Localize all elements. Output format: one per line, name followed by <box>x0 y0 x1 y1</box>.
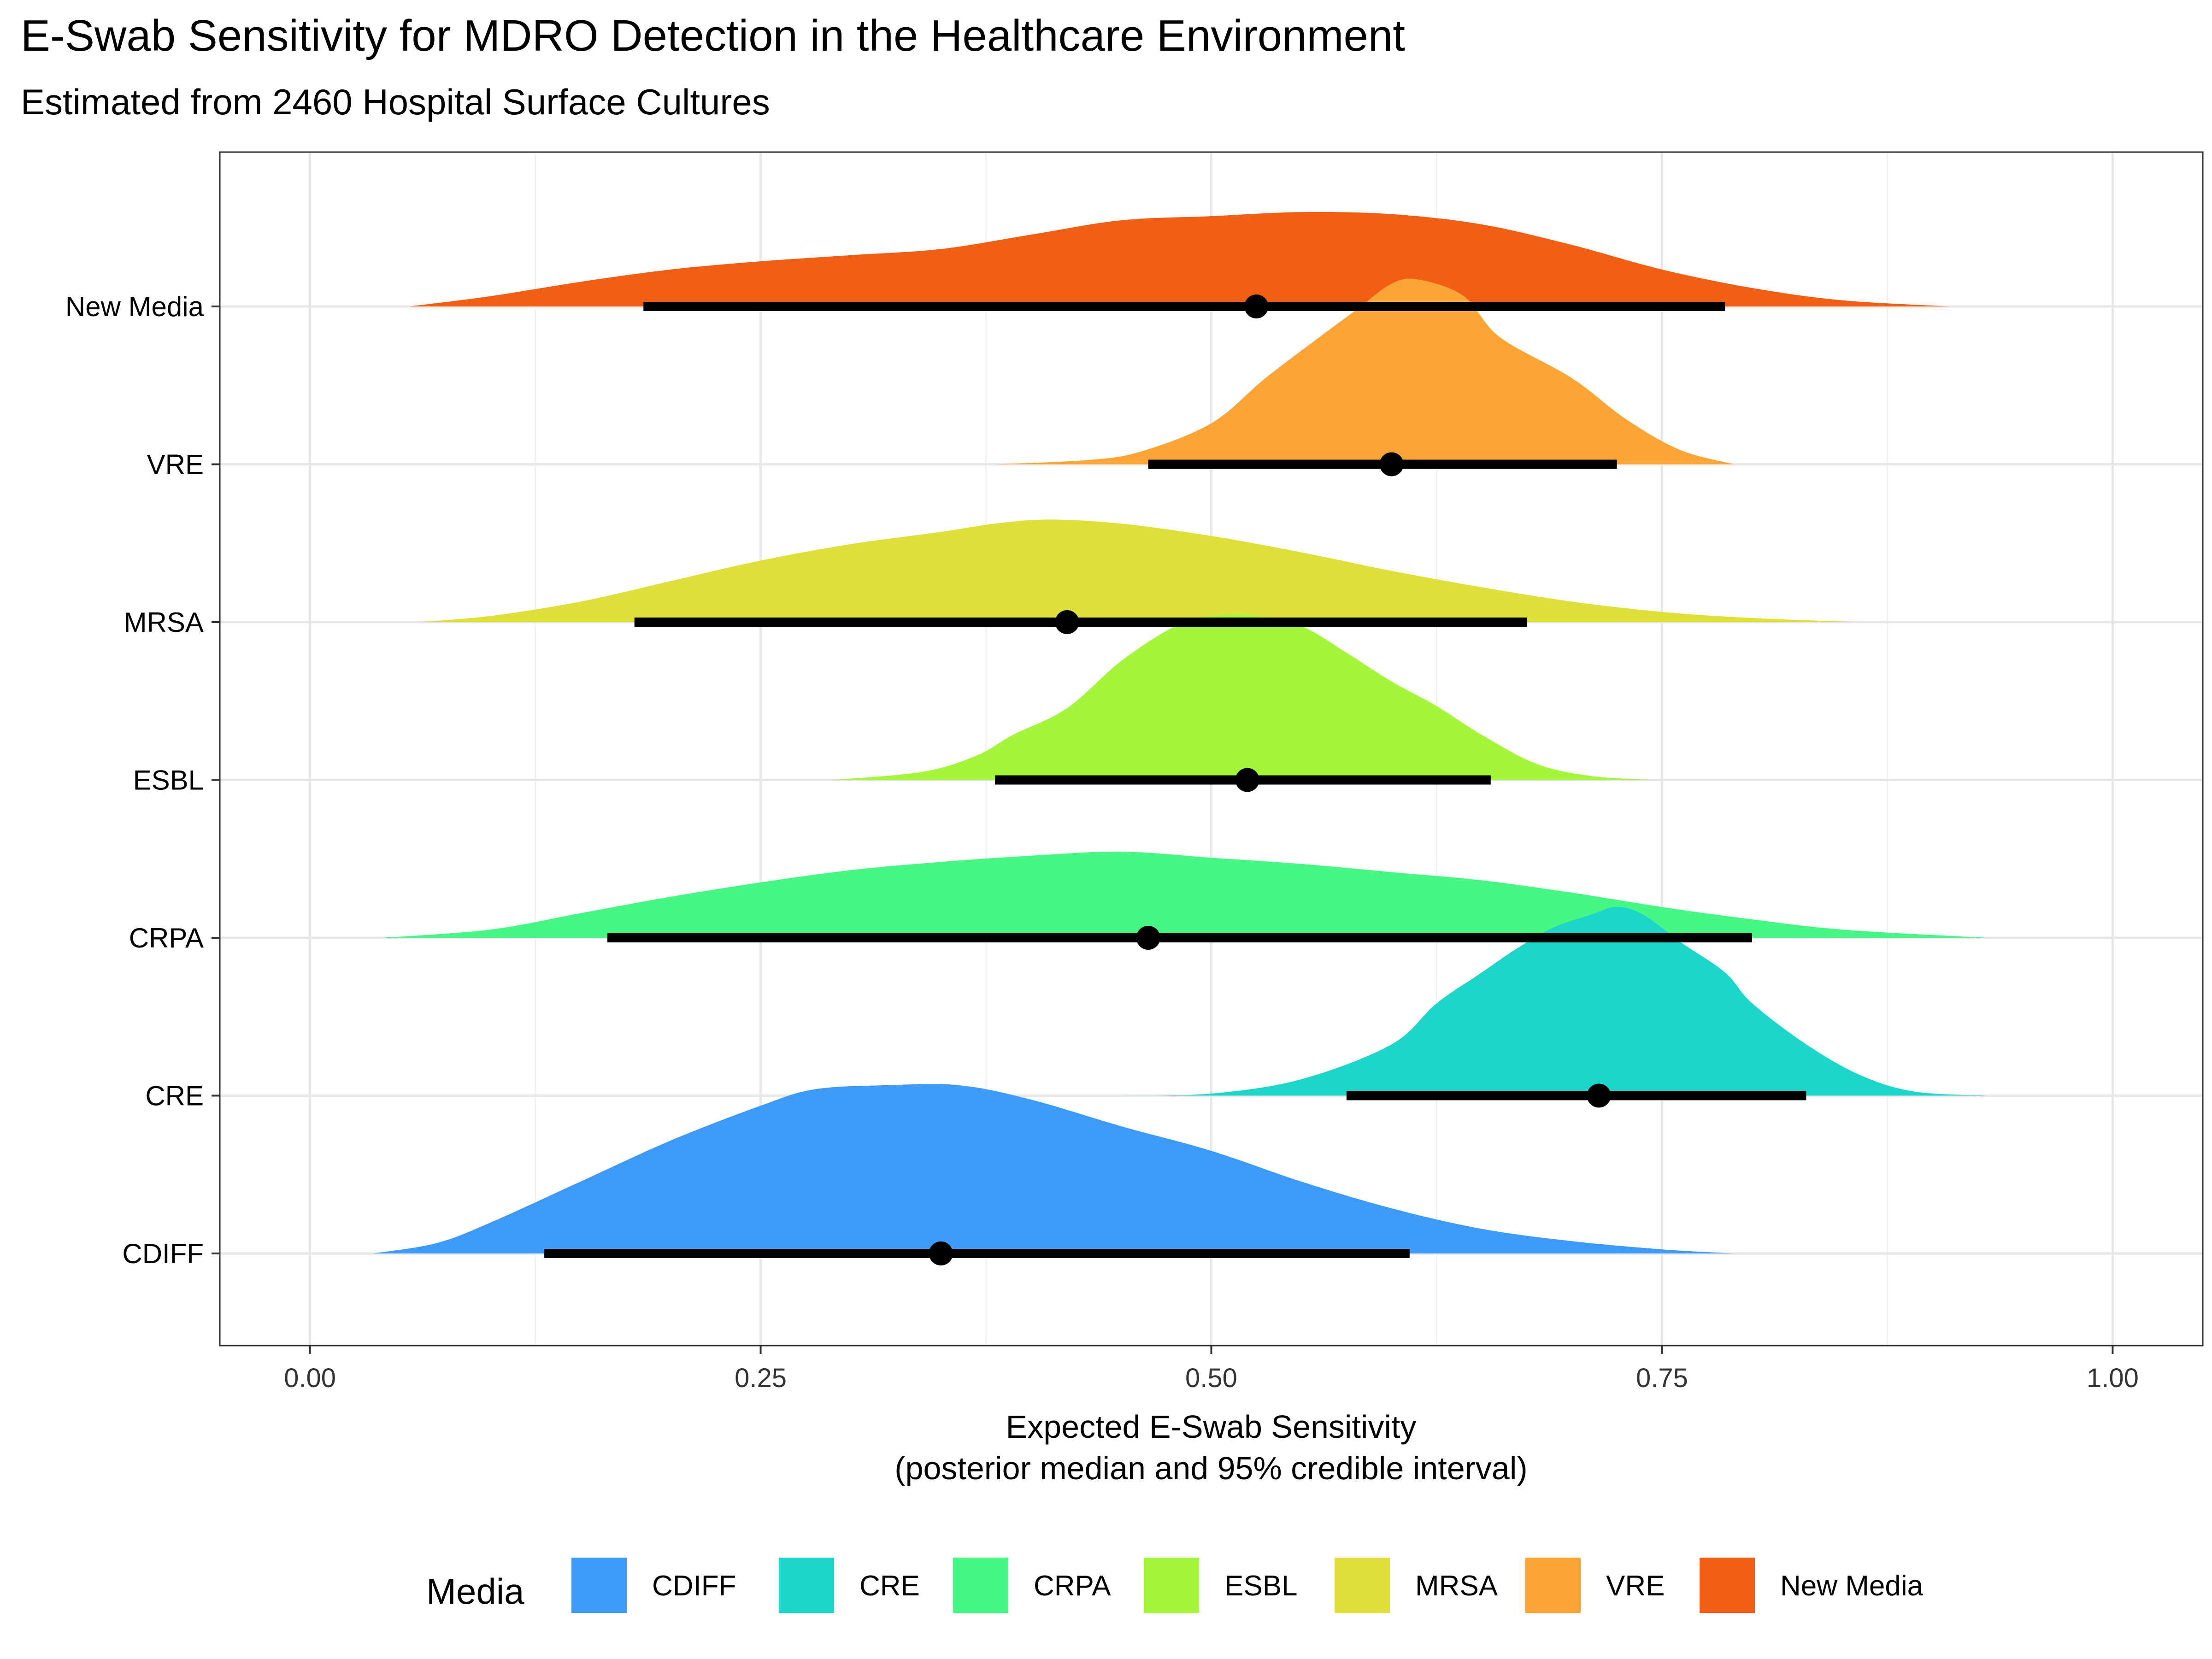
median-point <box>1136 926 1160 950</box>
x-axis-label-line1: Expected E-Swab Sensitivity <box>1006 1409 1417 1445</box>
median-point <box>1235 768 1259 792</box>
legend-title: Media <box>426 1571 524 1612</box>
density-ridge-esbl <box>833 614 1653 780</box>
density-ridge-mrsa <box>418 519 1860 622</box>
density-ridge-vre <box>995 278 1734 465</box>
legend-swatch <box>1335 1558 1390 1613</box>
density-ridge-cre <box>1121 906 1987 1096</box>
legend-label: CRPA <box>1034 1570 1111 1602</box>
chart-title: E-Swab Sensitivity for MDRO Detection in… <box>21 11 1405 60</box>
chart-subtitle: Estimated from 2460 Hospital Surface Cul… <box>21 82 770 122</box>
legend-swatch <box>953 1558 1008 1613</box>
y-axis-ticks: CDIFF CRE CRPA ESBL MRSA VRE New Media <box>65 291 220 1269</box>
x-axis-label-line2: (posterior median and 95% credible inter… <box>894 1450 1527 1486</box>
y-tick-label: CRPA <box>129 923 204 953</box>
legend-label: ESBL <box>1224 1570 1298 1602</box>
x-tick-label: 0.50 <box>1185 1363 1237 1393</box>
y-tick-label: CDIFF <box>122 1238 204 1269</box>
density-ridge-cdiff <box>373 1084 1734 1253</box>
intervals-layer <box>544 294 1806 1265</box>
legend-label: MRSA <box>1415 1570 1498 1602</box>
median-point <box>929 1241 953 1265</box>
legend-swatch <box>1700 1558 1755 1613</box>
y-tick-label: CRE <box>145 1081 204 1112</box>
legend-swatch <box>571 1558 627 1613</box>
x-axis-ticks: 0.00 0.25 0.50 0.75 1.00 <box>284 1346 2139 1393</box>
legend: Media CDIFF CRE CRPA ESBL MRSA VRE New Media <box>426 1558 1924 1613</box>
median-point <box>1244 294 1269 318</box>
y-tick-label: ESBL <box>133 765 204 796</box>
x-tick-label: 0.75 <box>1636 1363 1688 1393</box>
legend-label: CDIFF <box>652 1570 736 1602</box>
legend-label: VRE <box>1606 1570 1665 1602</box>
x-tick-label: 0.00 <box>284 1363 336 1393</box>
median-point <box>1379 452 1404 477</box>
legend-swatch <box>1525 1558 1581 1613</box>
x-tick-label: 1.00 <box>2087 1363 2139 1393</box>
density-ridge-new-media <box>409 212 1951 306</box>
x-tick-label: 0.25 <box>735 1363 787 1393</box>
y-tick-label: VRE <box>147 449 204 480</box>
density-ridge-crpa <box>382 851 1987 938</box>
legend-swatch <box>779 1558 834 1613</box>
legend-swatch <box>1144 1558 1199 1613</box>
median-point <box>1587 1083 1611 1108</box>
legend-label: New Media <box>1780 1570 1924 1602</box>
ridges-layer <box>373 212 1987 1253</box>
median-point <box>1055 610 1079 634</box>
y-tick-label: MRSA <box>124 607 204 638</box>
legend-label: CRE <box>859 1570 920 1602</box>
y-tick-label: New Media <box>65 291 204 322</box>
